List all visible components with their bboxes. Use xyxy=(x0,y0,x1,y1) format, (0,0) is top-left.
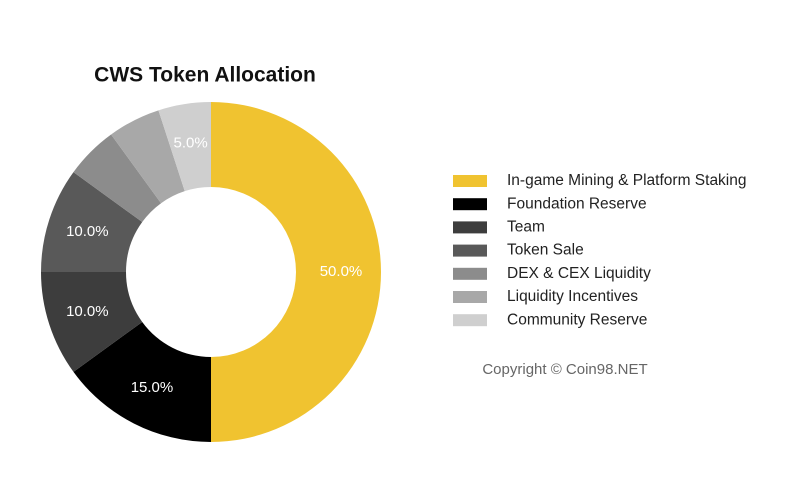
legend-label: Foundation Reserve xyxy=(507,195,647,212)
donut-slice xyxy=(73,321,212,442)
value-label: 10.0% xyxy=(66,223,109,240)
legend-swatch xyxy=(453,291,487,303)
legend-swatch xyxy=(453,198,487,211)
legend-label: Token Sale xyxy=(507,242,584,259)
legend-label: Community Reserve xyxy=(507,311,647,328)
donut-slice xyxy=(158,102,211,192)
donut-slice xyxy=(73,134,162,223)
chart-title: CWS Token Allocation xyxy=(94,64,316,87)
value-label: 15.0% xyxy=(131,379,174,396)
legend-label: DEX & CEX Liquidity xyxy=(507,265,651,282)
donut-slice xyxy=(211,102,381,442)
legend-label: In-game Mining & Platform Staking xyxy=(507,172,747,189)
value-label: 5.0% xyxy=(174,135,208,152)
legend-swatch xyxy=(453,221,487,234)
value-label: 10.0% xyxy=(66,303,109,320)
donut-slice xyxy=(41,172,143,272)
legend-label: Liquidity Incentives xyxy=(507,288,638,305)
legend-swatch xyxy=(453,267,487,280)
legend-swatch xyxy=(453,175,487,187)
donut-slice xyxy=(111,110,185,204)
legend-swatch xyxy=(453,314,487,327)
legend-label: Team xyxy=(507,218,545,235)
value-label: 50.0% xyxy=(320,263,363,280)
donut-slice xyxy=(41,272,143,372)
copyright: Copyright © Coin98.NET xyxy=(482,361,647,378)
legend-swatch xyxy=(453,244,487,257)
